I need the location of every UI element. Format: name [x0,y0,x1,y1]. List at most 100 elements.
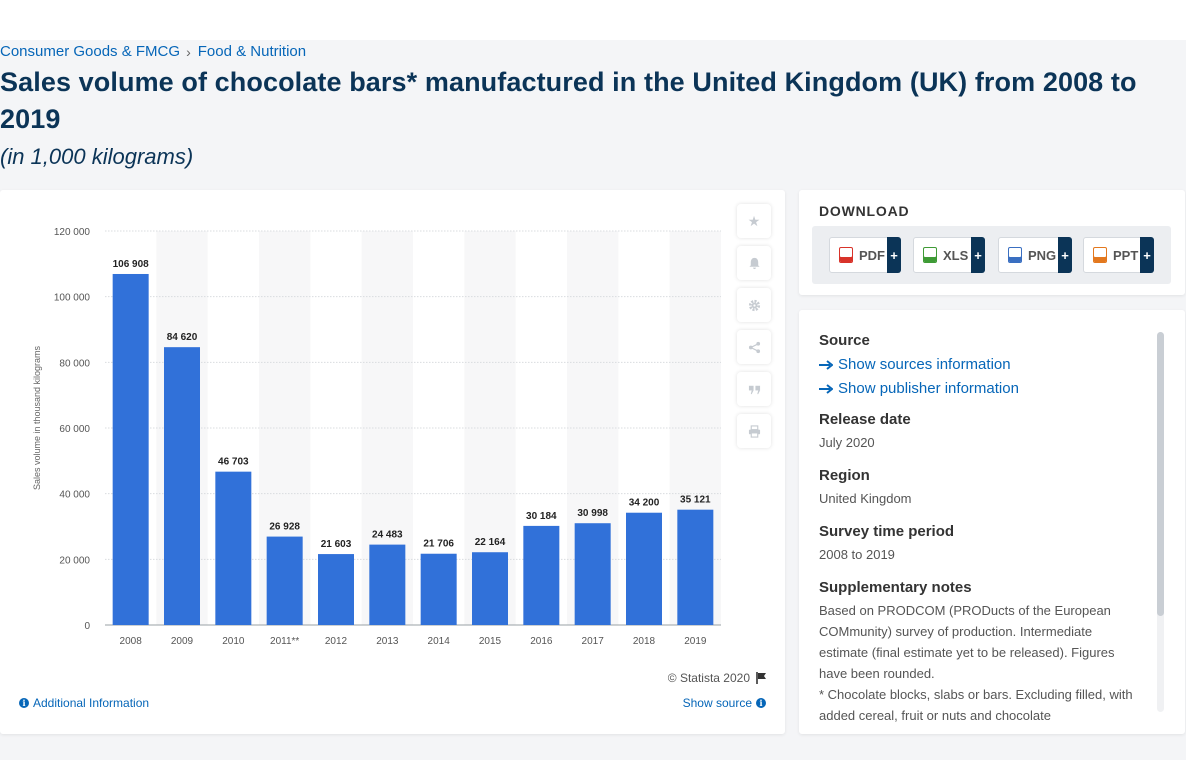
x-tick-label: 2016 [530,636,553,647]
chart-card: 0 20 000 40 000 60 000 80 000 100 000 120 000 S… [0,190,785,734]
credit-text: © Statista 2020 [667,671,750,685]
share-icon[interactable] [737,330,771,364]
download-title: DOWNLOAD [819,203,910,219]
data-label: 21 603 [321,539,352,550]
data-label: 106 908 [113,259,150,270]
bar [215,471,252,625]
show-sources-label: Show sources information [838,356,1011,373]
download-xls-label: XLS [943,247,969,263]
x-tick-label: 2018 [633,636,656,647]
download-xls-button[interactable]: XLS + [913,237,985,273]
source-label: Source [819,332,870,349]
plus-icon[interactable]: + [1140,237,1154,273]
y-tick-label: 40 000 [59,490,90,501]
y-tick-label: 0 [84,621,90,632]
survey-period-value: 2008 to 2019 [819,547,895,562]
info-icon: i [19,698,29,708]
xls-file-icon [923,247,937,263]
gear-icon[interactable] [737,288,771,322]
supplementary-notes-label: Supplementary notes [819,579,972,596]
bar [112,273,149,625]
ppt-file-icon [1093,247,1107,263]
bar [677,509,714,625]
bar [420,553,457,625]
y-tick-label: 80 000 [59,358,90,369]
x-tick-label: 2009 [171,636,194,647]
data-label: 22 164 [475,537,506,548]
page-title: Sales volume of chocolate bars* manufact… [0,67,1137,134]
data-label: 30 998 [577,508,608,519]
flag-icon[interactable] [756,672,767,684]
chart-credit: © Statista 2020 [668,671,767,685]
download-pdf-label: PDF [859,247,885,263]
region-value: United Kingdom [819,491,912,506]
data-label: 26 928 [269,522,300,533]
x-tick-label: 2010 [222,636,245,647]
show-source-label: Show source [682,696,752,710]
show-publisher-label: Show publisher information [838,380,1019,397]
bar-chart: 0 20 000 40 000 60 000 80 000 100 000 120 000 S… [32,227,721,647]
x-tick-label: 2019 [684,636,707,647]
data-label: 35 121 [680,495,711,506]
download-png-button[interactable]: PNG + [998,237,1072,273]
x-tick-label: 2008 [120,636,143,647]
bar [369,544,406,625]
data-label: 21 706 [423,539,454,550]
download-buttons: PDF + XLS + PNG + PPT + [812,226,1171,284]
data-label: 46 703 [218,457,249,468]
bar [164,347,200,625]
png-file-icon [1008,247,1022,263]
quote-icon[interactable] [737,372,771,406]
bar [626,512,662,625]
x-tick-label: 2012 [325,636,348,647]
supplementary-notes-value: Based on PRODCOM (PRODucts of the Europe… [819,603,1115,681]
bar [523,525,560,625]
scrollbar-thumb[interactable] [1157,332,1164,616]
show-sources-link[interactable]: Show sources information [819,353,1139,377]
arrow-right-icon [819,360,833,370]
bar [318,554,354,625]
bar [574,523,611,625]
release-date-label: Release date [819,411,911,428]
survey-period-label: Survey time period [819,523,955,540]
bar [266,536,303,625]
star-icon[interactable]: ★ [737,204,771,238]
additional-information-link[interactable]: i Additional Information [19,696,149,710]
download-pdf-button[interactable]: PDF + [829,237,901,273]
y-tick-label: 120 000 [54,227,91,238]
x-tick-label: 2011** [270,636,299,647]
x-tick-label: 2013 [376,636,399,647]
bar [472,552,508,625]
y-tick-label: 20 000 [59,555,90,566]
x-tick-label: 2015 [479,636,502,647]
bell-icon[interactable] [737,246,771,280]
plus-icon[interactable]: + [1058,237,1072,273]
y-tick-label: 60 000 [59,424,90,435]
top-band [0,0,1186,40]
plus-icon[interactable]: + [887,237,901,273]
breadcrumb-item-consumer-goods[interactable]: Consumer Goods & FMCG [0,43,181,60]
plus-icon[interactable]: + [971,237,985,273]
data-label: 84 620 [167,332,198,343]
info-icon: i [756,698,766,708]
download-png-label: PNG [1028,247,1057,263]
source-card: Source Show sources information Show pub… [799,310,1185,734]
show-publisher-link[interactable]: Show publisher information [819,377,1139,401]
additional-information-label: Additional Information [33,696,150,710]
show-source-link[interactable]: Show source i [683,696,766,710]
y-axis-label: Sales volume in thousand kilograms [32,345,42,490]
download-ppt-label: PPT [1113,247,1139,263]
pdf-file-icon [839,247,853,263]
data-label: 34 200 [629,498,660,509]
download-ppt-button[interactable]: PPT + [1083,237,1154,273]
region-label: Region [819,467,870,484]
breadcrumb-item-food-nutrition[interactable]: Food & Nutrition [197,43,307,60]
download-card: DOWNLOAD PDF + XLS + PNG + PPT + [799,190,1185,295]
chart-toolbar: ★ [737,204,773,456]
page-subtitle: (in 1,000 kilograms) [0,144,194,169]
print-icon[interactable] [737,414,771,448]
chevron-right-icon: › [186,43,191,60]
supplementary-notes-value-2: * Chocolate blocks, slabs or bars. Exclu… [819,687,1133,723]
arrow-right-icon [819,384,833,394]
y-tick-label: 100 000 [54,293,91,304]
